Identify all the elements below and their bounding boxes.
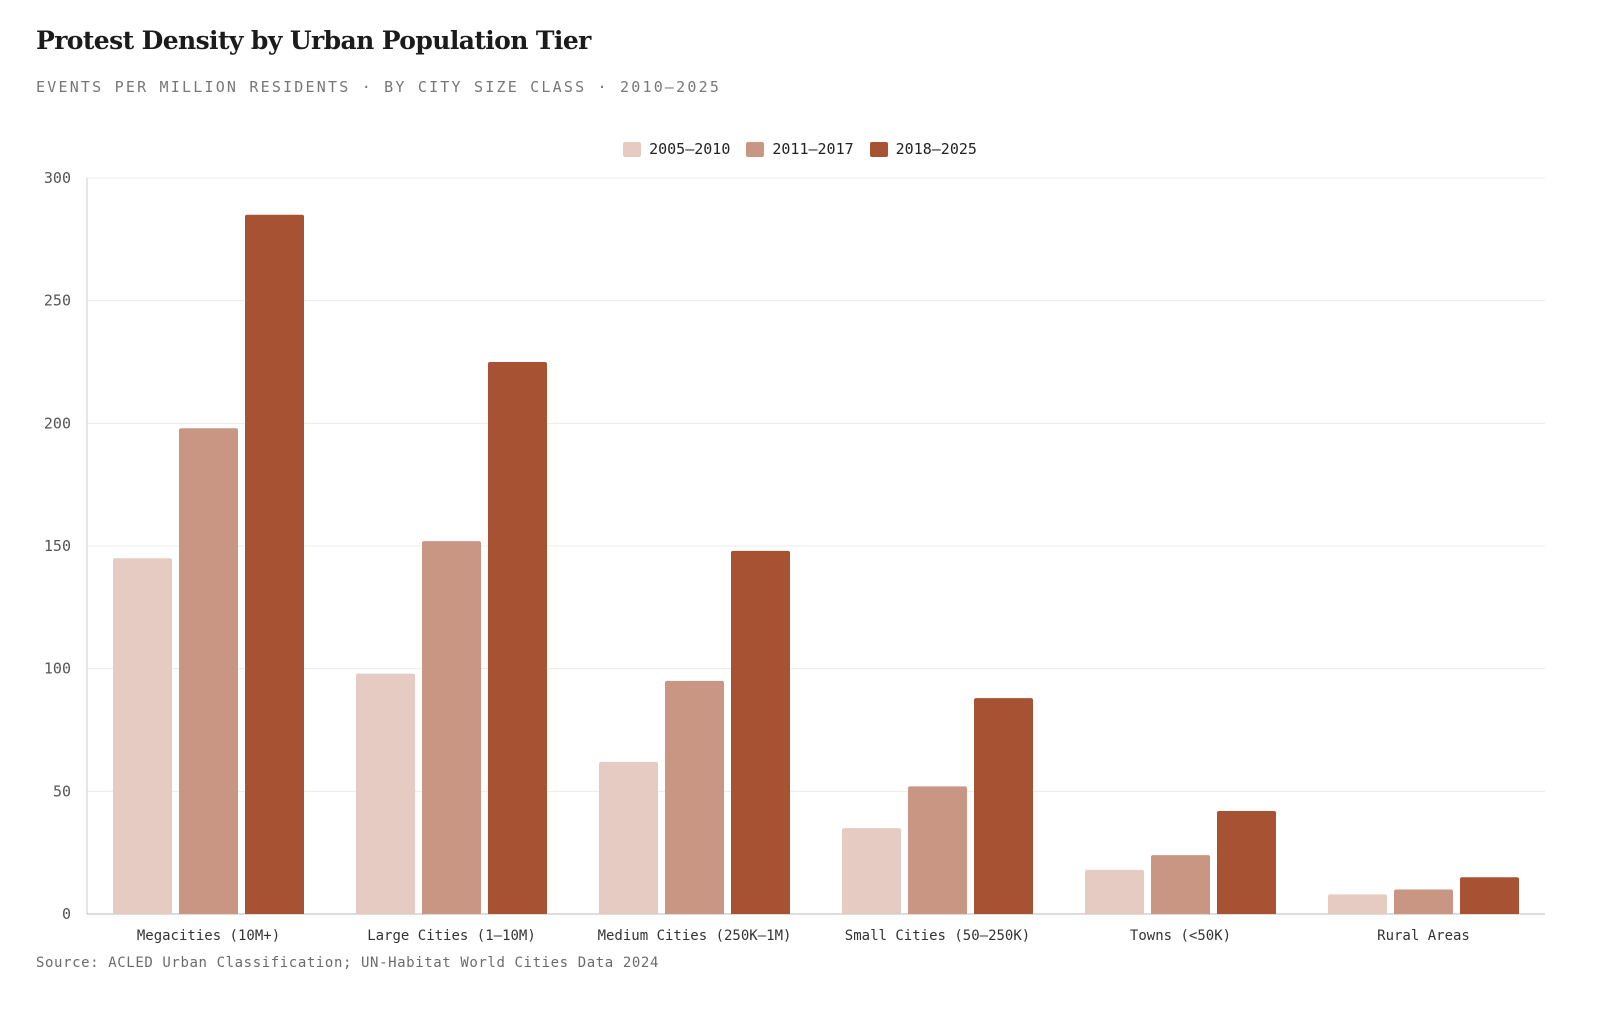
legend-label-series-1: 2005–2010 <box>649 140 731 158</box>
legend-item-series-2: 2011–2017 <box>746 140 854 158</box>
bar <box>599 761 658 914</box>
bar <box>113 558 172 914</box>
x-tick-label: Medium Cities (250K–1M) <box>598 928 792 944</box>
chart-legend: 2005–2010 2011–2017 2018–2025 <box>0 140 1600 158</box>
source-note: Source: ACLED Urban Classification; UN-H… <box>36 955 659 971</box>
bar <box>488 362 547 914</box>
y-tick-label: 100 <box>44 660 71 678</box>
legend-item-series-1: 2005–2010 <box>623 140 730 158</box>
bar <box>422 541 481 914</box>
legend-swatch-series-2 <box>746 141 765 157</box>
y-tick-label: 0 <box>62 905 71 923</box>
legend-swatch-series-1 <box>623 141 642 157</box>
y-tick-label: 150 <box>44 537 71 555</box>
chart-title: Protest Density by Urban Population Tier <box>36 26 591 55</box>
bar <box>731 550 790 914</box>
y-tick-label: 50 <box>53 782 71 800</box>
x-tick-label: Large Cities (1–10M) <box>367 928 536 944</box>
bar <box>908 786 967 914</box>
y-tick-label: 200 <box>44 414 71 432</box>
legend-swatch-series-3 <box>869 141 888 157</box>
bar <box>665 680 724 914</box>
chart-subtitle: EVENTS PER MILLION RESIDENTS · BY CITY S… <box>36 78 722 96</box>
x-tick-label: Small Cities (50–250K) <box>845 928 1030 944</box>
bar <box>245 214 304 915</box>
bar <box>974 698 1033 914</box>
bar <box>1085 869 1144 914</box>
x-tick-label: Towns (<50K) <box>1130 928 1231 944</box>
bar <box>1328 894 1387 914</box>
bar <box>1217 810 1276 914</box>
x-tick-label: Megacities (10M+) <box>137 928 280 944</box>
bar <box>1151 855 1210 914</box>
legend-label-series-2: 2011–2017 <box>772 140 854 158</box>
y-tick-label: 250 <box>44 292 71 310</box>
legend-item-series-3: 2018–2025 <box>869 140 977 158</box>
bar <box>179 428 238 914</box>
x-tick-label: Rural Areas <box>1377 928 1470 944</box>
bar <box>842 828 901 914</box>
bar <box>1460 877 1519 914</box>
bar <box>1394 889 1453 914</box>
legend-label-series-3: 2018–2025 <box>895 140 977 158</box>
y-tick-label: 300 <box>44 169 71 187</box>
bar <box>356 673 415 914</box>
